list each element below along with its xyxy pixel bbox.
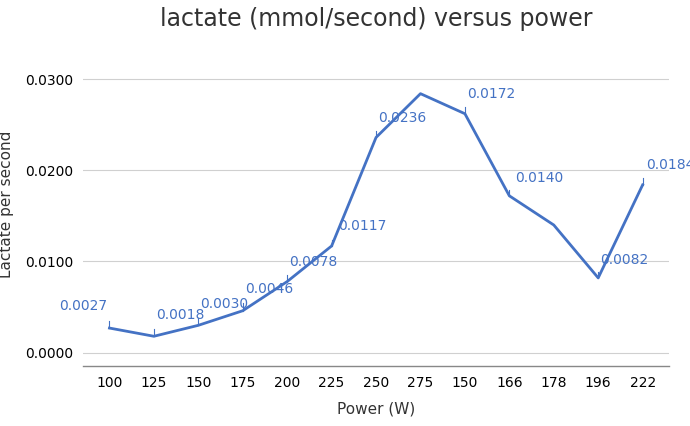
Text: 0.0046: 0.0046: [245, 282, 293, 296]
Text: 0.0027: 0.0027: [59, 299, 107, 314]
Text: 0.0078: 0.0078: [289, 255, 337, 269]
Text: 0.0018: 0.0018: [156, 308, 204, 322]
Text: 0.0140: 0.0140: [515, 171, 563, 185]
Text: 0.0030: 0.0030: [201, 297, 248, 311]
Text: 0.0236: 0.0236: [378, 111, 426, 125]
Text: 0.0117: 0.0117: [338, 219, 386, 233]
Text: 0.0082: 0.0082: [600, 253, 649, 267]
X-axis label: Power (W): Power (W): [337, 401, 415, 416]
Y-axis label: Lactate per second: Lactate per second: [0, 131, 14, 278]
Text: 0.0184: 0.0184: [647, 158, 690, 172]
Title: lactate (mmol/second) versus power: lactate (mmol/second) versus power: [160, 7, 592, 31]
Text: 0.0172: 0.0172: [467, 87, 515, 101]
